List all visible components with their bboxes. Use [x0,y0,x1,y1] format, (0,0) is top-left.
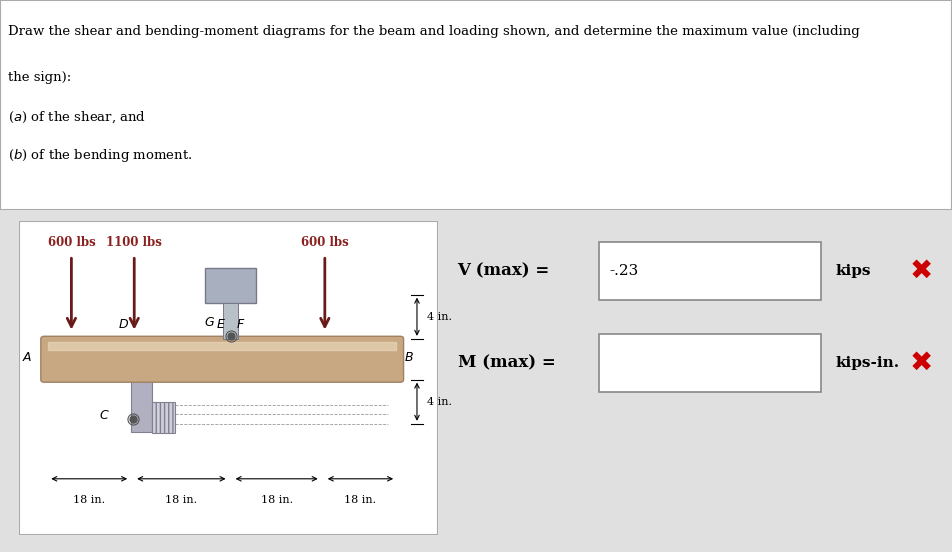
Text: ($a$) of the shear, and: ($a$) of the shear, and [8,109,146,125]
Text: the sign):: the sign): [8,71,70,84]
Text: 1100 lbs: 1100 lbs [107,236,162,249]
Bar [130,380,151,432]
Text: 18 in.: 18 in. [166,495,197,505]
Text: V (max) =: V (max) = [458,263,556,279]
Text: B: B [405,351,413,364]
Text: E: E [216,318,225,331]
Text: D: D [118,318,128,331]
Text: M (max) =: M (max) = [458,354,561,371]
Bar [223,303,238,339]
Text: 600 lbs: 600 lbs [48,236,95,249]
Text: kips-in.: kips-in. [836,356,900,370]
Text: ✖: ✖ [910,257,933,285]
FancyBboxPatch shape [41,336,404,382]
Text: A: A [23,351,31,364]
FancyBboxPatch shape [0,0,952,210]
Bar [151,402,175,433]
FancyBboxPatch shape [19,221,438,535]
Text: G: G [204,316,214,330]
FancyBboxPatch shape [599,242,821,300]
Text: 4 in.: 4 in. [427,397,452,407]
Text: 4 in.: 4 in. [427,312,452,322]
Bar [206,268,256,302]
FancyBboxPatch shape [599,335,821,391]
Text: 18 in.: 18 in. [73,495,106,505]
Text: F: F [237,318,244,331]
Text: ($b$) of the bending moment.: ($b$) of the bending moment. [8,147,192,164]
Text: ✖: ✖ [910,349,933,377]
Text: kips: kips [836,264,871,278]
Text: 18 in.: 18 in. [345,495,376,505]
Text: 600 lbs: 600 lbs [301,236,348,249]
Text: 18 in.: 18 in. [261,495,292,505]
Text: C: C [99,410,108,422]
Text: -.23: -.23 [609,264,638,278]
Text: Draw the shear and bending-moment diagrams for the beam and loading shown, and d: Draw the shear and bending-moment diagra… [8,25,860,38]
